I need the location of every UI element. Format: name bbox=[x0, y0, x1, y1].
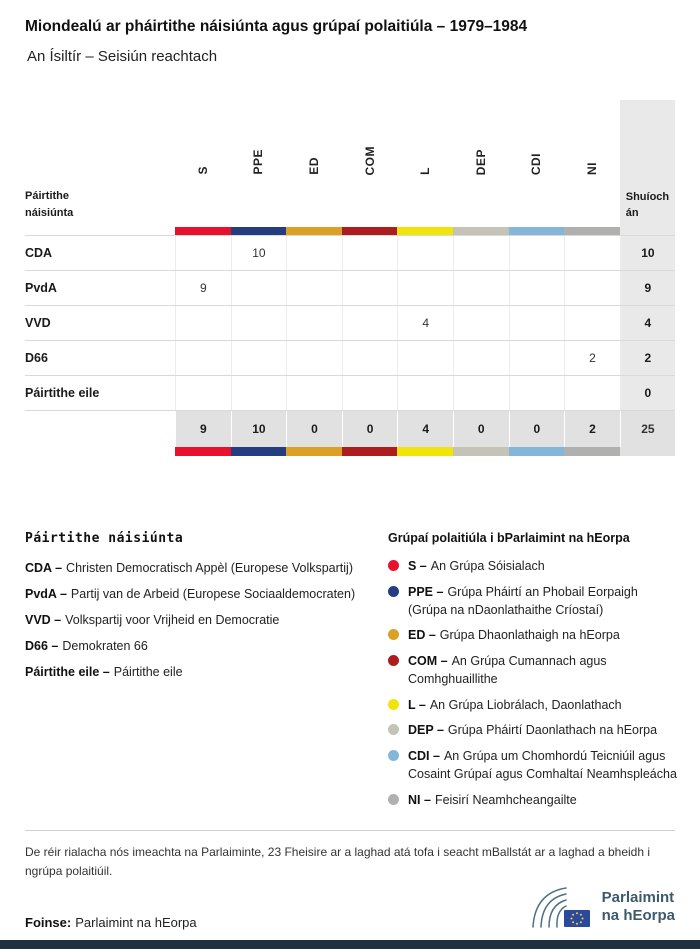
legend-party-item: D66 – Demokraten 66 bbox=[25, 638, 148, 653]
logo-wordmark: Parlaimint na hEorpa bbox=[601, 889, 675, 924]
party-name: Páirtithe eile bbox=[25, 386, 100, 400]
party-name: VVD bbox=[25, 316, 51, 330]
legend-party-item: VVD – Volkspartij voor Vrijheid en Democr… bbox=[25, 612, 280, 627]
procedural-note: De réir rialacha nós imeachta na Parlaim… bbox=[25, 845, 651, 878]
row-total: 10 bbox=[619, 236, 675, 270]
source-line: Foinse: Parlaimint na hEorpa bbox=[25, 915, 197, 930]
color-bar-ni bbox=[564, 447, 620, 456]
color-bar-com bbox=[341, 227, 398, 235]
source-value: Parlaimint na hEorpa bbox=[75, 915, 197, 930]
table-header-row: Páirtithe náisiúnta S PPE ED COM L DEP C… bbox=[25, 100, 675, 227]
table-row-vvd: VVD 4 4 bbox=[25, 306, 675, 341]
group-color-dot bbox=[388, 560, 399, 571]
group-color-dot bbox=[388, 750, 399, 761]
page-subtitle: An Ísiltír – Seisiún reachtach bbox=[27, 48, 218, 65]
source-label: Foinse: bbox=[25, 915, 72, 930]
legend-group-item: PPE – Grúpa Pháirtí an Phobail Eorpaigh (… bbox=[388, 584, 678, 620]
table-row-pvda: PvdA 9 9 bbox=[25, 271, 675, 306]
legend-group-item: CDI – An Grúpa um Chomhordú Teicniúil agu… bbox=[388, 748, 678, 784]
table-row-other: Páirtithe eile 0 bbox=[25, 376, 675, 411]
color-bar-ed bbox=[286, 227, 342, 235]
table-row-d66: D66 2 2 bbox=[25, 341, 675, 376]
group-color-bars-bottom bbox=[25, 447, 675, 456]
legend-parties-heading: Páirtithe náisiúnta bbox=[25, 531, 184, 546]
column-header-com: COM bbox=[362, 145, 377, 176]
party-name: D66 bbox=[25, 351, 48, 365]
row-total: 9 bbox=[619, 271, 675, 305]
page-title: Miondealú ar pháirtithe náisiúnta agus g… bbox=[25, 18, 528, 35]
legend-group-item: S – An Grúpa Sóisialach bbox=[388, 558, 678, 576]
color-bar-cdi bbox=[508, 447, 565, 456]
color-bar-s bbox=[175, 227, 231, 235]
group-color-dot bbox=[388, 793, 399, 805]
footer-divider bbox=[25, 830, 675, 831]
party-name: PvdA bbox=[25, 281, 57, 295]
row-header-label: Páirtithe náisiúnta bbox=[25, 190, 74, 219]
group-color-dot bbox=[388, 585, 399, 597]
legend-groups-heading: Grúpaí polaitiúla i bParlaimint na hEorp… bbox=[388, 531, 630, 545]
color-bar-l bbox=[397, 227, 453, 235]
color-bar-dep bbox=[452, 447, 509, 456]
column-header-ed: ED bbox=[306, 157, 321, 175]
color-bar-ed bbox=[286, 447, 342, 456]
row-total: 4 bbox=[619, 306, 675, 340]
column-header-l: L bbox=[418, 167, 433, 175]
column-header-cdi: CDI bbox=[529, 152, 544, 175]
legend-political-groups: Grúpaí polaitiúla i bParlaimint na hEorp… bbox=[388, 531, 678, 817]
row-total: 0 bbox=[619, 376, 675, 410]
color-bar-cdi bbox=[508, 227, 565, 235]
legend-party-item: CDA – Christen Democratisch Appèl (Europe… bbox=[25, 561, 353, 575]
color-bar-l bbox=[397, 447, 453, 456]
color-bar-ppe bbox=[230, 447, 287, 456]
column-header-ni: NI bbox=[584, 162, 599, 175]
party-name: CDA bbox=[25, 246, 53, 260]
group-color-dot bbox=[388, 655, 399, 666]
color-bar-s bbox=[175, 447, 231, 456]
color-bar-ppe bbox=[230, 227, 287, 235]
group-color-bars bbox=[25, 227, 675, 236]
legend-party-item: PvdA – Partij van de Arbeid (Europese Soc… bbox=[25, 586, 356, 601]
eu-flag bbox=[563, 910, 590, 927]
grand-total: 25 bbox=[619, 411, 675, 447]
group-color-dot bbox=[388, 629, 399, 641]
legend-group-item: L – An Grúpa Liobrálach, Daonlathach bbox=[388, 697, 678, 715]
legend-party-item: Páirtithe eile – Páirtithe eile bbox=[25, 664, 183, 679]
legend-group-item: COM – An Grúpa Cumannach agus Comhghuaill… bbox=[388, 653, 678, 689]
legend-group-item: NI – Feisirí Neamhcheangailte bbox=[388, 792, 678, 810]
table-totals-row: 9 10 0 0 4 0 0 2 25 bbox=[25, 411, 675, 447]
legend-group-item: DEP – Grúpa Pháirtí Daonlathach na hEorpa bbox=[388, 722, 678, 740]
group-color-dot bbox=[388, 724, 399, 736]
column-header-dep: DEP bbox=[473, 148, 488, 175]
color-bar-dep bbox=[452, 227, 509, 235]
group-color-dot bbox=[388, 698, 399, 710]
column-header-ppe: PPE bbox=[251, 149, 266, 175]
legend-national-parties: Páirtithe náisiúnta CDA – Christen Democr… bbox=[25, 531, 365, 689]
bottom-bar bbox=[0, 940, 700, 949]
row-header-cell: Páirtithe náisiúnta bbox=[25, 100, 175, 227]
hemicycle-icon bbox=[531, 887, 590, 928]
legend-group-item: ED – Grúpa Dhaonlathaigh na hEorpa bbox=[388, 627, 678, 645]
color-bar-com bbox=[341, 447, 398, 456]
seats-column-header: Shuíochán bbox=[619, 100, 675, 227]
column-header-s: S bbox=[195, 166, 210, 175]
color-bar-ni bbox=[564, 227, 620, 235]
results-table: Páirtithe náisiúnta S PPE ED COM L DEP C… bbox=[25, 100, 675, 456]
european-parliament-logo: Parlaimint na hEorpa bbox=[530, 884, 675, 930]
table-row-cda: CDA 10 10 bbox=[25, 236, 675, 271]
row-total: 2 bbox=[619, 341, 675, 375]
